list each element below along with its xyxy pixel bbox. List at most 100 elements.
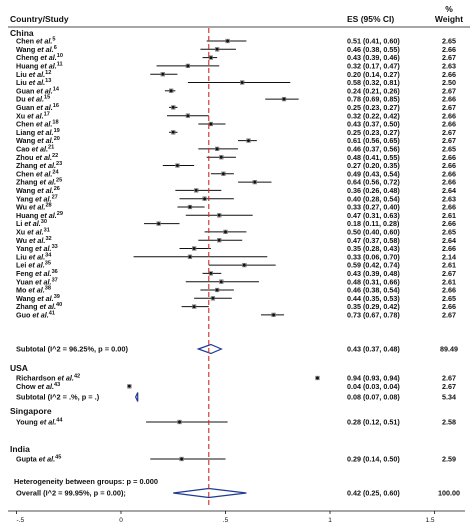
study-label: Cao et al.21 [16, 145, 54, 154]
point-estimate [209, 122, 213, 126]
study-label: Richardson et al.42 [16, 374, 80, 383]
es-value: 0.64 (0.56, 0.72) [347, 178, 400, 187]
point-estimate [240, 81, 244, 84]
study-label: Li et al.30 [16, 219, 47, 228]
study-label: Wu et al.28 [16, 203, 52, 212]
es-value: 0.27 (0.20, 0.35) [347, 161, 400, 170]
weight-value: 2.67 [442, 136, 456, 145]
weight-value: 2.64 [442, 186, 456, 195]
point-estimate [157, 222, 161, 226]
es-value: 0.25 (0.23, 0.27) [347, 128, 400, 137]
group-label: India [10, 444, 30, 454]
es-value: 0.43 (0.39, 0.46) [347, 53, 400, 62]
study-label: Chen et al.18 [16, 120, 59, 129]
es-value: 0.33 (0.06, 0.70) [347, 252, 400, 261]
overall-label: Overall (I^2 = 99.95%, p = 0.00); [16, 489, 126, 498]
x-tick-label: 1.5 [425, 517, 434, 524]
study-label: Chow et al.43 [16, 382, 60, 391]
subtotal-diamond [134, 392, 139, 402]
es-value: 0.28 (0.12, 0.51) [347, 418, 400, 427]
es-value: 0.51 (0.41, 0.60) [347, 37, 400, 46]
subtotal-weight-value: 5.34 [442, 393, 456, 402]
study-label: Chen et al.5 [16, 37, 55, 46]
es-value: 0.50 (0.40, 0.60) [347, 228, 400, 237]
study-label: Wang et al.20 [16, 136, 60, 145]
es-value: 0.18 (0.11, 0.28) [347, 219, 400, 228]
point-estimate [217, 238, 221, 242]
weight-value: 2.61 [442, 277, 456, 286]
study-label: Chen et al.24 [16, 169, 59, 178]
point-estimate [272, 313, 276, 317]
weight-value: 2.63 [442, 62, 456, 71]
study-label: Wu et al.32 [16, 236, 52, 245]
weight-value: 2.66 [442, 286, 456, 295]
es-value: 0.44 (0.35, 0.53) [347, 294, 400, 303]
study-label: Xu et al.31 [16, 228, 50, 237]
study-label: Zhang et al.25 [16, 178, 62, 187]
study-label: Yuan et al.37 [16, 277, 58, 286]
es-value: 0.48 (0.31, 0.66) [347, 277, 400, 286]
es-value: 0.35 (0.29, 0.42) [347, 302, 400, 311]
study-label: Huang et al.11 [16, 62, 63, 71]
point-estimate [253, 180, 257, 184]
es-value: 0.25 (0.23, 0.27) [347, 103, 400, 112]
weight-value: 2.67 [442, 269, 456, 278]
weight-value: 2.61 [442, 261, 456, 270]
weight-value: 2.67 [442, 382, 456, 391]
study-label: Huang et al.29 [16, 211, 63, 220]
es-value: 0.58 (0.32, 0.81) [347, 78, 400, 87]
es-value: 0.94 (0.93, 0.94) [347, 374, 400, 383]
point-estimate [219, 280, 223, 284]
x-tick-label: 1 [328, 517, 332, 524]
subtotal-weight-value: 89.49 [440, 345, 458, 354]
heterogeneity-label: Heterogeneity between groups: p = 0.000 [14, 477, 158, 486]
study-label: Mo et al.38 [16, 286, 51, 295]
overall-diamond [173, 487, 247, 499]
study-label: Cheng et al.10 [16, 53, 63, 62]
weight-value: 2.66 [442, 153, 456, 162]
weight-value: 2.59 [442, 455, 456, 464]
point-estimate [127, 384, 131, 388]
study-label: Liu et al.12 [16, 70, 51, 79]
x-tick-label: -.5 [17, 517, 25, 524]
study-label: Gupta et al.45 [16, 455, 61, 464]
point-estimate [211, 296, 215, 300]
x-tick-label: 0 [119, 517, 123, 524]
point-estimate [219, 155, 223, 159]
point-estimate [221, 172, 225, 176]
point-estimate [246, 139, 250, 143]
es-value: 0.48 (0.41, 0.55) [347, 153, 400, 162]
point-estimate [171, 130, 175, 134]
header-weight: Weight [435, 14, 463, 24]
study-label: Du et al.15 [16, 95, 50, 104]
es-value: 0.04 (0.03, 0.04) [347, 382, 400, 391]
point-estimate [203, 197, 207, 201]
weight-value: 2.67 [442, 53, 456, 62]
weight-value: 2.64 [442, 236, 456, 245]
weight-value: 2.66 [442, 169, 456, 178]
es-value: 0.59 (0.42, 0.74) [347, 261, 400, 270]
weight-value: 2.58 [442, 418, 456, 427]
overall-es-value: 0.42 (0.25, 0.60) [347, 489, 400, 498]
es-value: 0.46 (0.38, 0.54) [347, 286, 400, 295]
weight-value: 2.66 [442, 111, 456, 120]
es-value: 0.40 (0.28, 0.54) [347, 194, 400, 203]
subtotal-es-value: 0.43 (0.37, 0.48) [347, 345, 400, 354]
group-label: USA [10, 363, 28, 373]
study-label: Yang et al.27 [16, 194, 58, 203]
es-value: 0.47 (0.31, 0.63) [347, 211, 400, 220]
subtotal-label: Subtotal (I^2 = 96.25%, p = 0.00) [16, 345, 128, 354]
subtotal-diamond [196, 343, 223, 355]
study-label: Zhou et al.22 [16, 153, 58, 162]
point-estimate [209, 271, 213, 275]
study-label: Yang et al.33 [16, 244, 58, 253]
x-axis: -.5 0 .5 1 1.5 [8, 510, 465, 524]
point-estimate [192, 305, 196, 309]
point-estimate [209, 56, 213, 60]
point-estimate [186, 114, 190, 118]
es-value: 0.24 (0.21, 0.26) [347, 86, 400, 95]
weight-value: 2.65 [442, 228, 456, 237]
point-estimate [215, 147, 219, 151]
